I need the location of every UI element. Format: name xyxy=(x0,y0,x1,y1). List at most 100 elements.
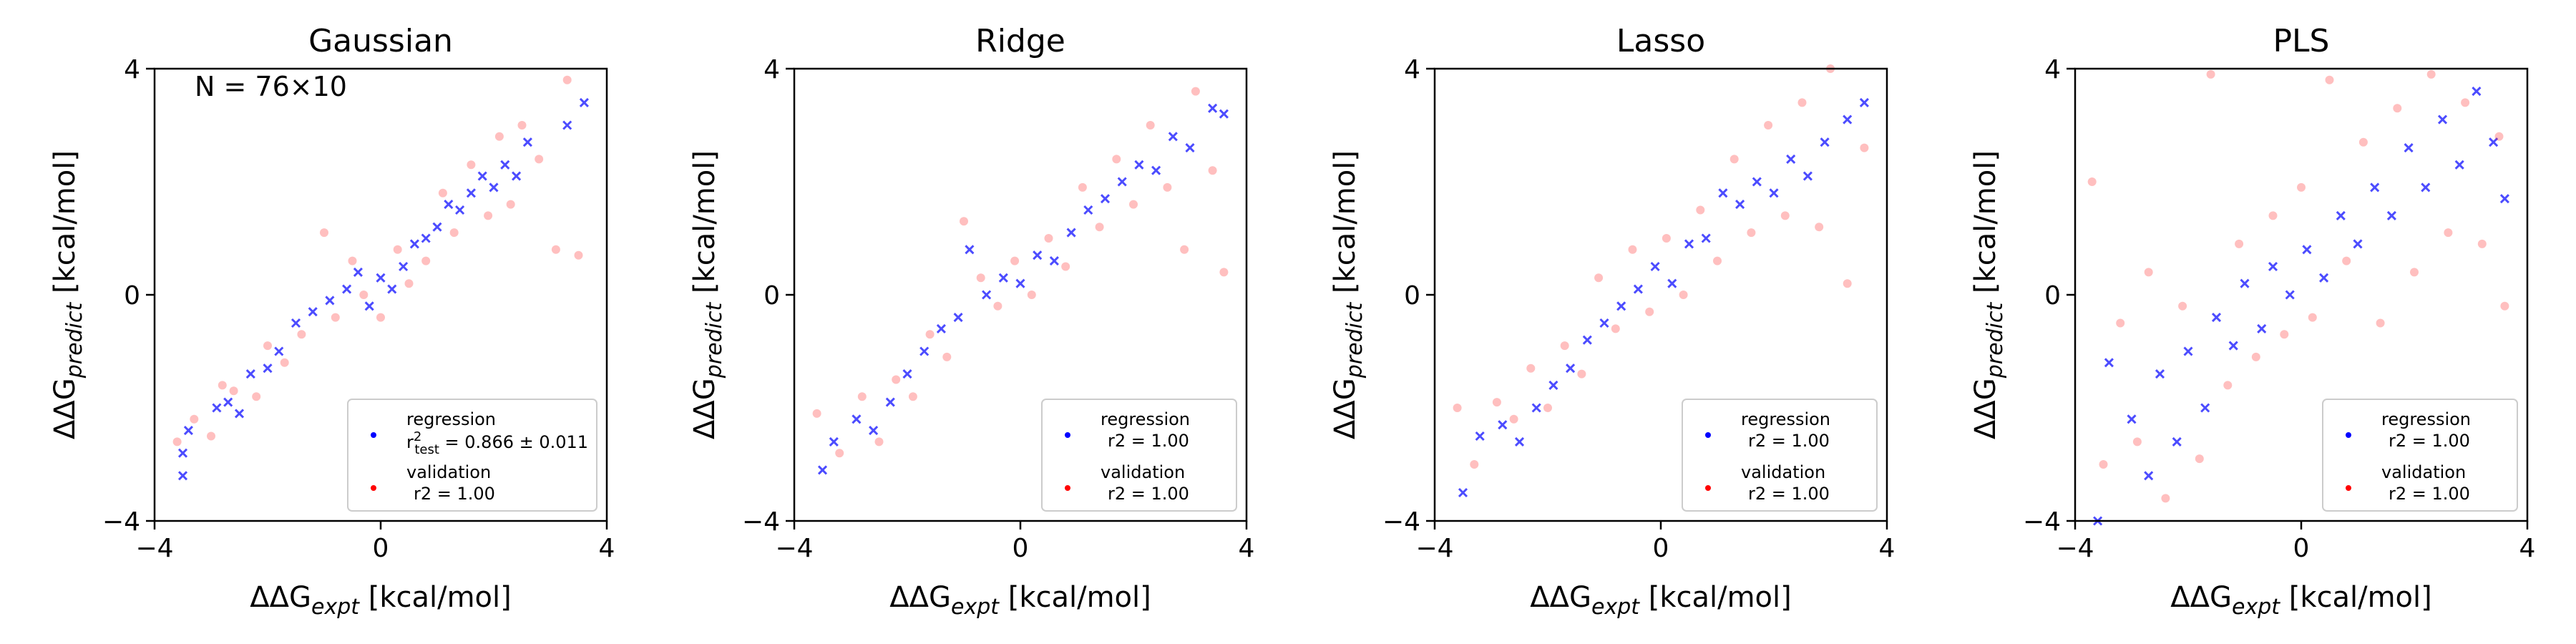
data-point-regression xyxy=(1475,431,1485,441)
data-point-regression xyxy=(1718,188,1728,198)
data-point-validation xyxy=(484,211,493,220)
data-point-validation xyxy=(1061,262,1070,271)
y-axis-label-prefix: ΔΔG xyxy=(49,378,82,439)
y-axis-label-suffix: [kcal/mol] xyxy=(49,150,82,303)
data-point-regression xyxy=(387,284,397,294)
x-tick-label: 4 xyxy=(1239,534,1255,563)
data-point-validation xyxy=(2144,268,2153,277)
legend-marker-regression xyxy=(2346,432,2351,438)
data-point-regression xyxy=(432,222,442,232)
data-point-regression xyxy=(376,273,386,283)
series-regression xyxy=(817,103,1229,475)
data-point-validation xyxy=(172,437,182,447)
x-axis-label-prefix: ΔΔG xyxy=(1530,581,1591,614)
data-point-regression xyxy=(1735,200,1745,210)
chart-title: Ridge xyxy=(975,23,1065,59)
series-regression xyxy=(2093,87,2509,526)
legend-frame xyxy=(2322,399,2518,512)
series-validation xyxy=(172,75,583,447)
data-point-regression xyxy=(399,261,409,272)
data-point-validation xyxy=(1027,291,1036,299)
data-point-regression xyxy=(477,171,487,181)
data-point-validation xyxy=(812,409,821,418)
data-point-validation xyxy=(1662,234,1671,243)
x-axis-label-prefix: ΔΔG xyxy=(2170,581,2232,614)
legend-label-regression: regression xyxy=(1741,409,1830,429)
data-point-regression xyxy=(421,233,431,243)
data-point-validation xyxy=(1764,121,1773,130)
data-point-validation xyxy=(2426,69,2436,79)
legend-frame xyxy=(1041,399,1237,512)
data-point-validation xyxy=(2132,437,2142,447)
data-point-validation xyxy=(1560,341,1569,351)
x-axis-label-sub: expt xyxy=(2232,595,2280,620)
data-point-regression xyxy=(902,369,912,379)
data-point-validation xyxy=(535,155,544,164)
data-point-validation xyxy=(252,392,261,401)
data-point-validation xyxy=(1679,291,1688,299)
y-axis-label-suffix: [kcal/mol] xyxy=(1969,150,2002,303)
data-point-validation xyxy=(404,279,414,288)
x-tick-label: 4 xyxy=(1879,534,1896,563)
data-point-validation xyxy=(1146,121,1155,130)
data-point-validation xyxy=(1526,364,1536,373)
data-point-validation xyxy=(2268,211,2278,220)
data-point-validation xyxy=(218,381,227,390)
data-point-regression xyxy=(263,364,273,374)
legend-marker-validation xyxy=(1065,485,1070,491)
data-point-validation xyxy=(2161,494,2170,503)
data-point-regression xyxy=(1650,261,1660,272)
data-point-validation xyxy=(2223,381,2233,390)
data-point-validation xyxy=(438,188,447,197)
data-point-validation xyxy=(874,437,884,447)
data-point-regression xyxy=(2104,358,2114,368)
legend-stat-regression: r2 test = 0.866 ± 0.011 xyxy=(406,429,588,457)
x-axis-label-suffix: [kcal/mol] xyxy=(999,581,1151,614)
data-point-regression xyxy=(1752,177,1762,187)
data-point-validation xyxy=(551,245,560,254)
legend-marker-regression xyxy=(1705,432,1711,438)
data-point-regression xyxy=(223,397,233,407)
data-point-validation xyxy=(2500,301,2509,311)
y-axis-label-suffix: [kcal/mol] xyxy=(1329,150,1362,303)
x-axis-label: ΔΔGexpt [kcal/mol] xyxy=(2170,581,2432,620)
data-point-validation xyxy=(229,386,238,396)
data-points xyxy=(2087,69,2509,526)
data-point-regression xyxy=(364,301,374,311)
legend-stat-validation: r2 = 1.00 xyxy=(1748,484,1830,504)
data-point-regression xyxy=(500,160,510,170)
data-point-validation xyxy=(2087,177,2097,186)
x-tick-label: 4 xyxy=(2519,534,2536,563)
data-point-regression xyxy=(245,369,255,379)
x-axis-label: ΔΔGexpt [kcal/mol] xyxy=(889,581,1151,620)
data-point-regression xyxy=(1769,188,1779,198)
x-axis-label-sub: expt xyxy=(311,595,360,620)
data-point-regression xyxy=(183,426,193,436)
y-tick-label: −4 xyxy=(2023,507,2061,537)
legend-marker-validation xyxy=(371,485,376,491)
data-point-regression xyxy=(2228,341,2238,351)
data-point-regression xyxy=(829,436,839,447)
data-point-regression xyxy=(177,471,188,481)
data-point-regression xyxy=(852,414,862,424)
data-points xyxy=(1453,64,1869,498)
data-point-regression xyxy=(2386,210,2396,220)
x-tick-label: −4 xyxy=(2056,534,2094,563)
data-point-validation xyxy=(2308,313,2317,322)
x-axis-label-sub: expt xyxy=(1591,595,1640,620)
data-point-validation xyxy=(2461,98,2470,107)
data-point-regression xyxy=(1015,278,1025,288)
x-axis-label-sub: expt xyxy=(951,595,1000,620)
data-point-validation xyxy=(2410,268,2419,277)
data-point-regression xyxy=(308,307,318,317)
data-point-validation xyxy=(506,200,515,209)
data-point-validation xyxy=(2358,137,2368,147)
legend-stat-regression: r2 = 1.00 xyxy=(1748,431,1830,451)
legend-label-regression: regression xyxy=(1101,409,1190,429)
data-point-regression xyxy=(1843,114,1853,125)
data-point-validation xyxy=(1696,205,1705,215)
